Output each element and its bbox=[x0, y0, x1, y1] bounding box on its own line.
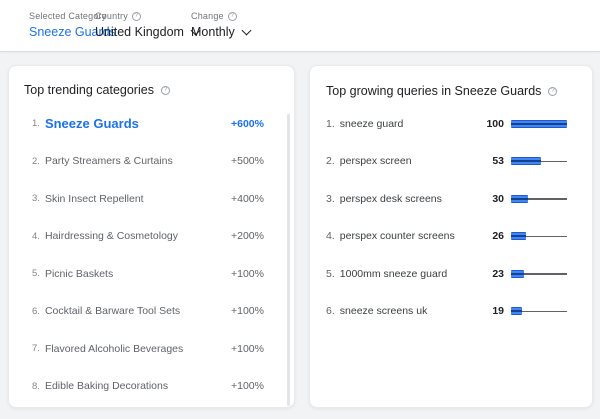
trending-row-6[interactable]: 6. Cocktail & Barware Tool Sets +100% bbox=[9, 293, 294, 331]
query-bar bbox=[511, 119, 567, 128]
rank: 1. bbox=[32, 118, 40, 130]
trending-row-4[interactable]: 4. Hairdressing & Cosmetology +200% bbox=[9, 218, 294, 256]
trending-categories-card: Top trending categories ? 1. Sneeze Guar… bbox=[8, 65, 295, 408]
category-name: Skin Insect Repellent bbox=[44, 192, 144, 205]
queries-help-icon[interactable]: ? bbox=[548, 86, 558, 96]
country-dropdown[interactable]: United Kingdom bbox=[95, 25, 201, 39]
rank: 7. bbox=[32, 343, 40, 355]
growth-percent: +500% bbox=[231, 155, 264, 168]
filter-bar: Selected Category Sneeze Guards Country … bbox=[0, 0, 600, 52]
change-dropdown[interactable]: Monthly bbox=[191, 25, 252, 39]
country-group: Country ? United Kingdom bbox=[95, 11, 201, 39]
chevron-down-icon bbox=[241, 25, 252, 36]
growth-percent: +100% bbox=[231, 305, 264, 318]
category-name: Hairdressing & Cosmetology bbox=[44, 230, 178, 243]
query-index-value: 53 bbox=[492, 155, 504, 168]
trending-row-3[interactable]: 3. Skin Insect Repellent +400% bbox=[9, 180, 294, 218]
trending-row-1[interactable]: 1. Sneeze Guards +600% bbox=[9, 105, 294, 143]
rank: 2. bbox=[32, 155, 40, 167]
bar-track bbox=[511, 198, 567, 200]
change-help-icon[interactable]: ? bbox=[227, 11, 237, 21]
bar-track bbox=[511, 310, 567, 313]
trending-row-8[interactable]: 8. Edible Baking Decorations +100% bbox=[9, 368, 294, 406]
scrollbar-thumb[interactable] bbox=[287, 114, 290, 406]
category-name: Party Streamers & Curtains bbox=[44, 155, 173, 168]
query-text: sneeze screens uk bbox=[339, 305, 428, 318]
query-row-3: 3. perspex desk screens 30 bbox=[310, 180, 592, 218]
query-row-6: 6. sneeze screens uk 19 bbox=[310, 293, 592, 331]
rank: 3. bbox=[326, 192, 335, 205]
queries-card-title: Top growing queries in Sneeze Guards bbox=[326, 84, 542, 98]
bar-track bbox=[511, 235, 567, 238]
change-value: Monthly bbox=[191, 25, 235, 39]
bar-fill bbox=[511, 232, 526, 241]
query-index-value: 26 bbox=[492, 230, 504, 243]
query-text: perspex screen bbox=[339, 155, 412, 168]
query-bar bbox=[511, 157, 567, 166]
growth-percent: +100% bbox=[231, 380, 264, 393]
query-index-value: 23 bbox=[492, 267, 504, 280]
growth-percent: +400% bbox=[231, 192, 264, 205]
category-name: Flavored Alcoholic Beverages bbox=[44, 342, 184, 355]
bar-fill bbox=[511, 269, 524, 278]
rank: 5. bbox=[32, 268, 40, 280]
bar-track bbox=[511, 273, 567, 275]
trending-help-icon[interactable]: ? bbox=[160, 85, 170, 95]
country-help-icon[interactable]: ? bbox=[131, 11, 141, 21]
country-label: Country bbox=[95, 11, 128, 21]
query-row-4: 4. perspex counter screens 26 bbox=[310, 218, 592, 256]
query-index-value: 19 bbox=[492, 305, 504, 318]
trending-list: 1. Sneeze Guards +600% 2. Party Streamer… bbox=[9, 105, 294, 405]
rank: 6. bbox=[326, 305, 335, 318]
rank: 5. bbox=[326, 267, 335, 280]
trending-row-5[interactable]: 5. Picnic Baskets +100% bbox=[9, 255, 294, 293]
category-name: Cocktail & Barware Tool Sets bbox=[44, 305, 181, 318]
selected-category-link[interactable]: Sneeze Guards bbox=[29, 25, 116, 39]
query-row-5: 5. 1000mm sneeze guard 23 bbox=[310, 255, 592, 293]
growth-percent: +200% bbox=[231, 230, 264, 243]
change-group: Change ? Monthly bbox=[191, 11, 252, 39]
rank: 6. bbox=[32, 305, 40, 317]
query-bar bbox=[511, 307, 567, 316]
bar-fill bbox=[511, 307, 522, 316]
selected-category-label: Selected Category bbox=[29, 11, 107, 21]
growth-percent: +100% bbox=[231, 342, 264, 355]
rank: 4. bbox=[32, 230, 40, 242]
bar-fill bbox=[511, 194, 528, 203]
rank: 2. bbox=[326, 155, 335, 168]
query-index-value: 100 bbox=[486, 117, 504, 130]
query-bar bbox=[511, 232, 567, 241]
query-bar bbox=[511, 269, 567, 278]
rank: 1. bbox=[326, 117, 335, 130]
growth-percent: +600% bbox=[231, 117, 264, 130]
query-text: sneeze guard bbox=[339, 117, 404, 130]
queries-list: 1. sneeze guard 100 2. perspex screen 53… bbox=[310, 105, 592, 330]
rank: 8. bbox=[32, 380, 40, 392]
category-name: Sneeze Guards bbox=[44, 116, 139, 132]
rank: 3. bbox=[32, 193, 40, 205]
country-value: United Kingdom bbox=[95, 25, 184, 39]
query-text: 1000mm sneeze guard bbox=[339, 267, 448, 280]
selected-category-group: Selected Category Sneeze Guards bbox=[29, 11, 116, 39]
bar-fill bbox=[511, 157, 541, 166]
trending-card-title: Top trending categories bbox=[24, 83, 154, 97]
query-row-2: 2. perspex screen 53 bbox=[310, 143, 592, 181]
query-row-1: 1. sneeze guard 100 bbox=[310, 105, 592, 143]
change-label: Change bbox=[191, 11, 224, 21]
growth-percent: +100% bbox=[231, 267, 264, 280]
growing-queries-card: Top growing queries in Sneeze Guards ? 1… bbox=[309, 65, 593, 408]
bar-fill bbox=[511, 119, 567, 128]
trending-row-2[interactable]: 2. Party Streamers & Curtains +500% bbox=[9, 143, 294, 181]
query-text: perspex counter screens bbox=[339, 230, 455, 243]
trending-row-7[interactable]: 7. Flavored Alcoholic Beverages +100% bbox=[9, 330, 294, 368]
query-text: perspex desk screens bbox=[339, 192, 442, 205]
query-index-value: 30 bbox=[492, 192, 504, 205]
query-bar bbox=[511, 194, 567, 203]
category-name: Edible Baking Decorations bbox=[44, 380, 169, 393]
rank: 4. bbox=[326, 230, 335, 243]
category-name: Picnic Baskets bbox=[44, 267, 114, 280]
